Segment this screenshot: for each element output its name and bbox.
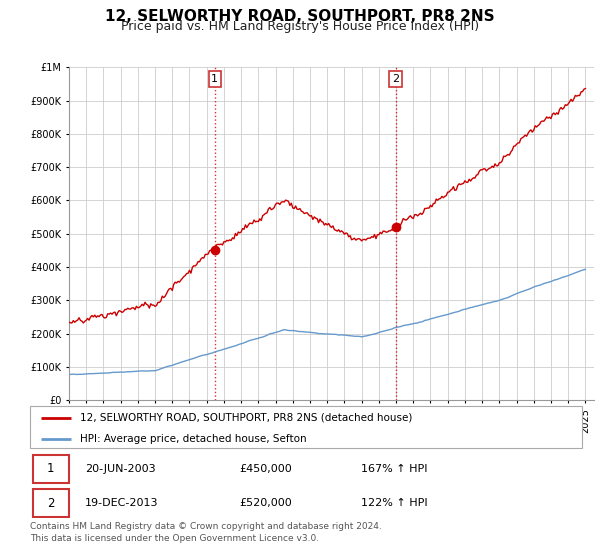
Text: 12, SELWORTHY ROAD, SOUTHPORT, PR8 2NS: 12, SELWORTHY ROAD, SOUTHPORT, PR8 2NS — [105, 9, 495, 24]
FancyBboxPatch shape — [33, 489, 68, 517]
Text: HPI: Average price, detached house, Sefton: HPI: Average price, detached house, Seft… — [80, 434, 307, 444]
Text: 1: 1 — [211, 74, 218, 84]
Text: 12, SELWORTHY ROAD, SOUTHPORT, PR8 2NS (detached house): 12, SELWORTHY ROAD, SOUTHPORT, PR8 2NS (… — [80, 413, 412, 423]
Text: 1: 1 — [47, 463, 55, 475]
FancyBboxPatch shape — [30, 406, 582, 448]
FancyBboxPatch shape — [33, 455, 68, 483]
Text: 167% ↑ HPI: 167% ↑ HPI — [361, 464, 428, 474]
Text: £520,000: £520,000 — [240, 498, 293, 508]
Text: £450,000: £450,000 — [240, 464, 293, 474]
Text: Price paid vs. HM Land Registry's House Price Index (HPI): Price paid vs. HM Land Registry's House … — [121, 20, 479, 33]
Text: 20-JUN-2003: 20-JUN-2003 — [85, 464, 156, 474]
Text: 2: 2 — [392, 74, 399, 84]
Text: 2: 2 — [47, 497, 55, 510]
Text: Contains HM Land Registry data © Crown copyright and database right 2024.
This d: Contains HM Land Registry data © Crown c… — [30, 522, 382, 543]
Text: 122% ↑ HPI: 122% ↑ HPI — [361, 498, 428, 508]
Text: 19-DEC-2013: 19-DEC-2013 — [85, 498, 158, 508]
